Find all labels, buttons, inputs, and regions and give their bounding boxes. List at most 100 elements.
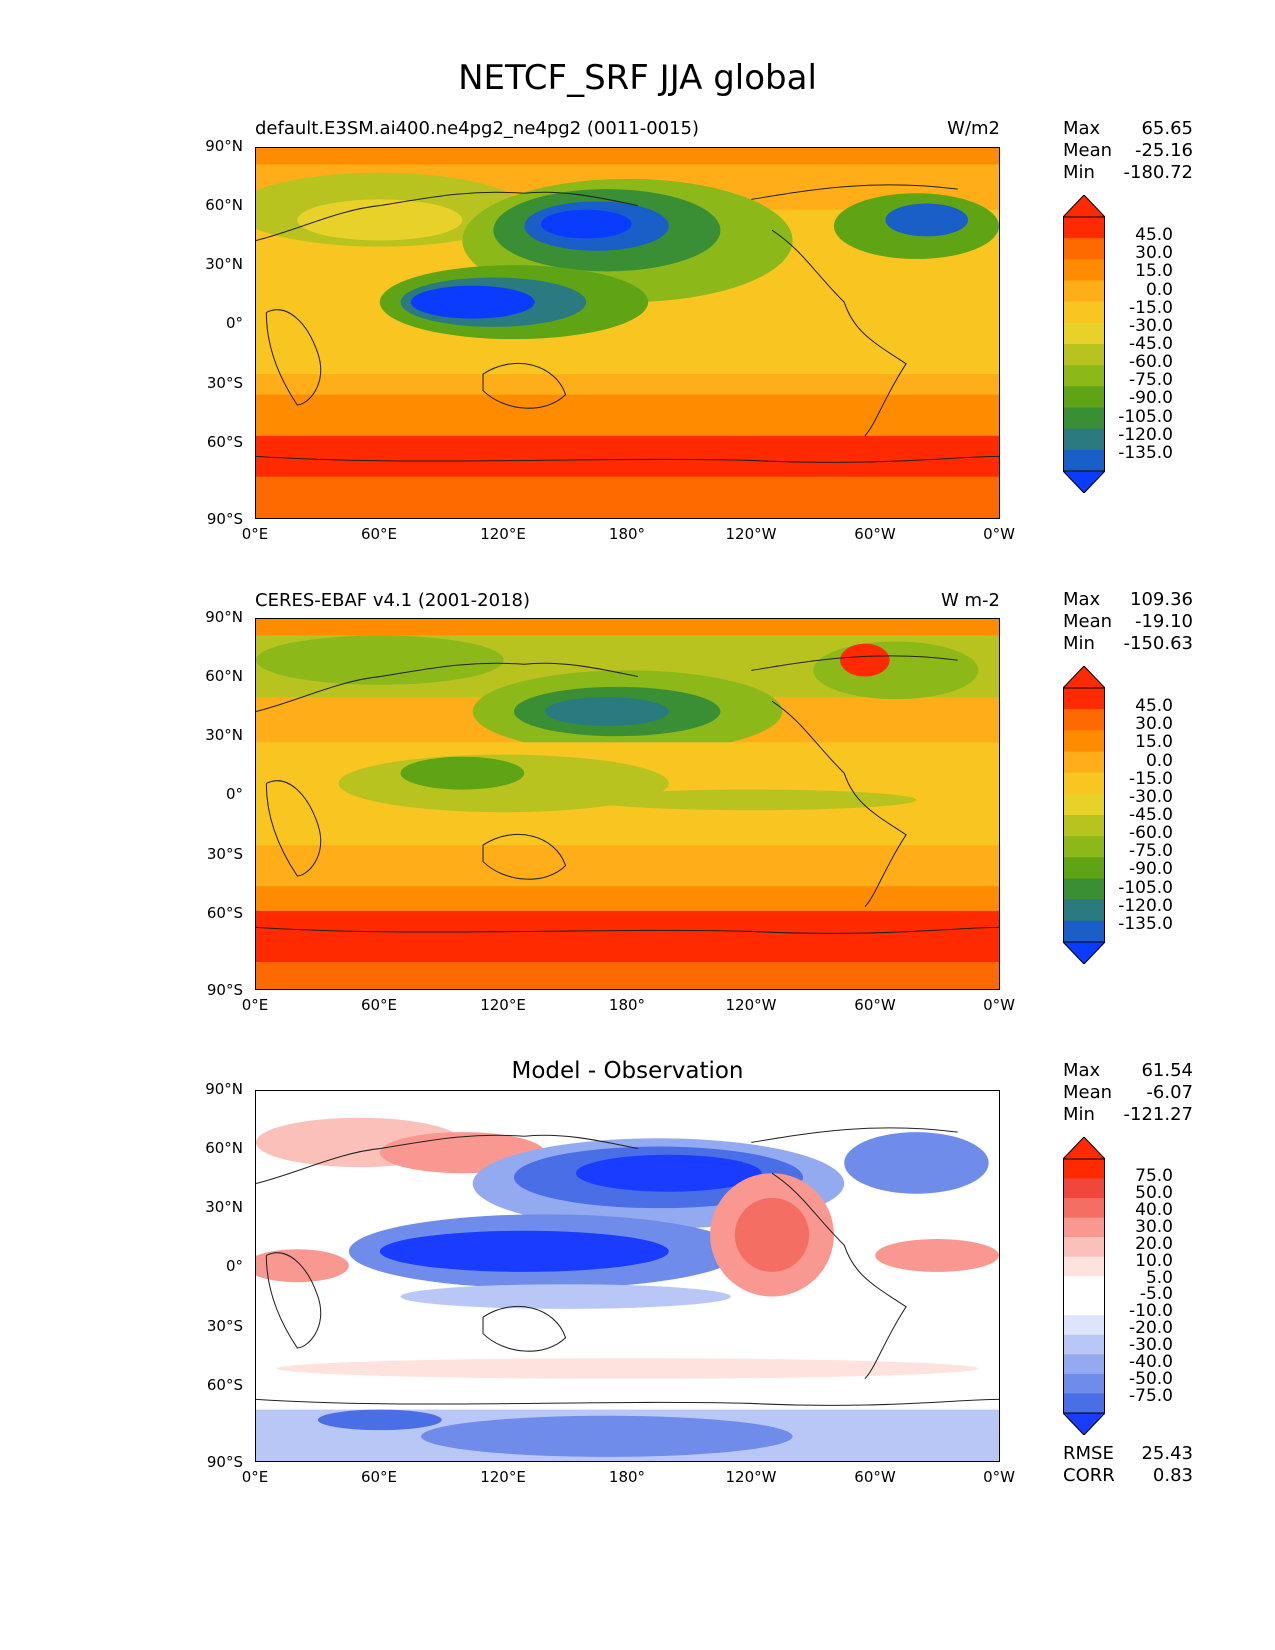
colorbar-tick-label: 15.0	[1135, 261, 1173, 282]
colorbar-extend-bottom	[1063, 470, 1105, 493]
colorbar-segment	[1063, 688, 1105, 710]
lon-tick-label: 180°	[608, 1468, 646, 1486]
lat-tick-label: 90°N	[205, 1080, 243, 1098]
lon-tick-label: 60°W	[854, 1468, 896, 1486]
colorbar-extend-top	[1063, 666, 1105, 689]
stat-label: Mean	[1063, 140, 1113, 161]
lat-tick-label: 90°N	[205, 137, 243, 155]
colorbar-segment	[1063, 1334, 1105, 1355]
map-difference	[255, 1090, 1000, 1462]
colorbar-segment	[1063, 1178, 1105, 1199]
lon-tick-label: 120°E	[480, 996, 526, 1014]
colorbar-tick-label: 10.0	[1135, 1250, 1173, 1271]
colorbar-segment	[1063, 899, 1105, 922]
colorbar-tick-label: -105.0	[1118, 877, 1173, 898]
colorbar-outline	[1063, 216, 1105, 472]
colorbar-segment	[1063, 751, 1105, 774]
stat-label: Max	[1063, 589, 1101, 610]
rmse-label: RMSE	[1063, 1443, 1114, 1464]
stats-box: Max 109.36 Mean -19.10 Min -150.63	[1063, 589, 1193, 655]
lat-tick-label: 0°	[225, 314, 243, 332]
colorbar-tick-label: 20.0	[1135, 1233, 1173, 1254]
colorbar-tick-label: 30.0	[1135, 1216, 1173, 1237]
colorbar-segment	[1063, 1159, 1105, 1180]
colorbar-tick-label: -45.0	[1129, 805, 1173, 825]
colorbar-tick-label: 75.0	[1135, 1165, 1173, 1186]
lon-tick-label: 0°W	[983, 1468, 1015, 1486]
colorbar-tick-label: -15.0	[1129, 768, 1173, 789]
stats-box: Max 65.65 Mean -25.16 Min -180.72	[1063, 118, 1193, 184]
stat-max: 65.65	[1141, 118, 1193, 139]
colorbar-segment	[1063, 301, 1105, 324]
stat-label: Max	[1063, 1060, 1101, 1081]
colorbar-segment	[1063, 344, 1105, 366]
colorbar-tick-label: -120.0	[1118, 424, 1173, 445]
colorbar-segment	[1063, 709, 1105, 731]
colorbar-tick-label: 0.0	[1145, 279, 1173, 300]
colorbar-segment	[1063, 449, 1105, 472]
colorbar-tick-label: 5.0	[1145, 1267, 1173, 1288]
stat-label: Mean	[1063, 611, 1113, 632]
colorbar-tick-label: 45.0	[1135, 696, 1173, 717]
map-field-model	[256, 148, 999, 518]
colorbar-segment	[1063, 1198, 1105, 1219]
colorbar-tick-label: -10.0	[1129, 1301, 1173, 1322]
corr-value: 0.83	[1152, 1465, 1193, 1486]
lat-tick-label: 60°S	[206, 904, 243, 922]
colorbar-tick-label: -30.0	[1129, 1335, 1173, 1356]
colorbar-tick-label: -75.0	[1129, 1386, 1173, 1407]
lat-tick-label: 0°	[225, 1257, 243, 1275]
stat-label: Max	[1063, 118, 1101, 139]
lon-tick-label: 60°W	[854, 525, 896, 543]
colorbar-tick-label: -120.0	[1118, 895, 1173, 916]
stat-min: -150.63	[1123, 633, 1193, 654]
lon-tick-label: 180°	[608, 525, 646, 543]
colorbar-segment	[1063, 1256, 1105, 1277]
colorbar-segment	[1063, 730, 1105, 752]
colorbar-tick-label: -135.0	[1118, 442, 1173, 463]
colorbar-labels: 45.0 30.0 15.0 0.0 -15.0 -30.0 -45.0 -60.0 -75.0…	[1103, 195, 1173, 493]
stat-label: Min	[1063, 162, 1095, 183]
lat-tick-label: 60°N	[205, 1139, 243, 1157]
colorbar	[1063, 1137, 1105, 1435]
colorbar-extend-bottom	[1063, 1412, 1105, 1435]
lat-tick-label: 30°N	[205, 1198, 243, 1216]
colorbar-extend-top	[1063, 1137, 1105, 1160]
colorbar-segment	[1063, 920, 1105, 943]
colorbar-segment	[1063, 217, 1105, 239]
stat-min: -180.72	[1123, 162, 1193, 183]
colorbar-tick-label: 50.0	[1135, 1182, 1173, 1203]
colorbar-tick-label: 0.0	[1145, 750, 1173, 771]
lat-tick-label: 60°S	[206, 433, 243, 451]
stat-label: Mean	[1063, 1082, 1113, 1103]
map-model	[255, 147, 1000, 519]
lon-tick-label: 180°	[608, 996, 646, 1014]
panel-center-title: Model - Observation	[511, 1058, 744, 1084]
colorbar-tick-label: -30.0	[1129, 315, 1173, 336]
colorbar-tick-label: -60.0	[1129, 352, 1173, 373]
colorbar-tick-label: 40.0	[1135, 1199, 1173, 1220]
stat-min: -121.27	[1123, 1104, 1193, 1125]
stat-max: 61.54	[1141, 1060, 1193, 1081]
lat-tick-label: 60°N	[205, 196, 243, 214]
lat-tick-label: 60°S	[206, 1376, 243, 1394]
colorbar-segment	[1063, 772, 1105, 795]
colorbar-tick-label: -90.0	[1129, 859, 1173, 880]
map-observation	[255, 618, 1000, 990]
lat-tick-label: 90°S	[206, 510, 243, 528]
colorbar-tick-label: -75.0	[1129, 370, 1173, 391]
colorbar	[1063, 195, 1105, 493]
panel-units: W m-2	[940, 590, 1000, 611]
rmse-value: 25.43	[1141, 1443, 1193, 1464]
stat-mean: -6.07	[1146, 1082, 1193, 1103]
stat-max: 109.36	[1130, 589, 1193, 610]
colorbar-labels: 45.0 30.0 15.0 0.0 -15.0 -30.0 -45.0 -60.0 -75.0…	[1103, 666, 1173, 964]
figure-title: NETCF_SRF JJA global	[458, 58, 817, 98]
colorbar-tick-label: -75.0	[1129, 841, 1173, 862]
colorbar-segment	[1063, 1295, 1105, 1316]
colorbar-segment	[1063, 365, 1105, 387]
colorbar-segment	[1063, 386, 1105, 408]
colorbar-extend-top	[1063, 195, 1105, 218]
colorbar-segment	[1063, 322, 1105, 345]
corr-label: CORR	[1063, 1465, 1115, 1486]
